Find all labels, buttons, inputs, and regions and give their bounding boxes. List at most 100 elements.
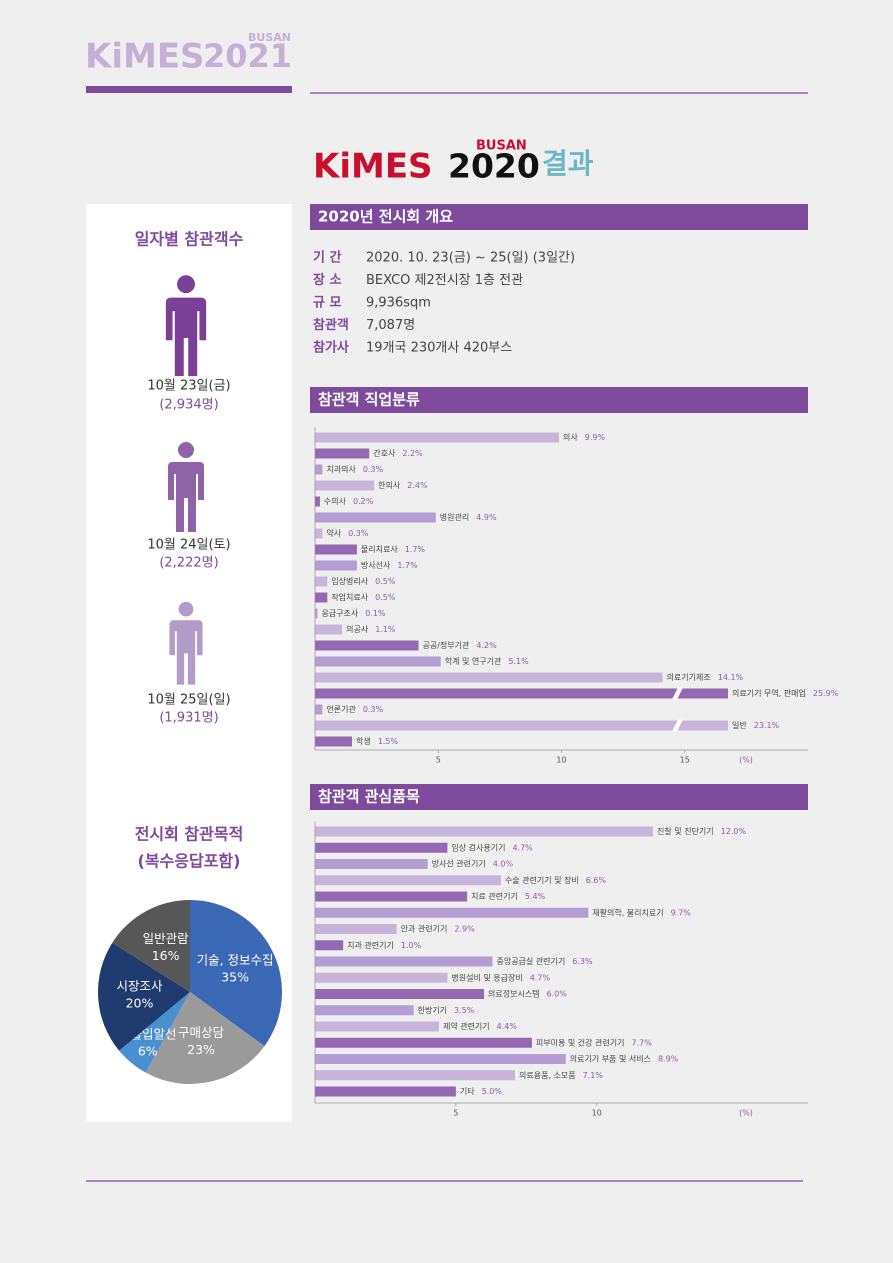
pie-title: 전시회 참관목적 [135,825,244,844]
pie-label: 기술, 정보수집 [197,953,274,968]
bar [315,480,375,491]
axis-break [672,719,683,732]
overview-value: 9,936sqm [366,296,431,311]
bar [315,560,357,571]
title-year: 2020 [448,147,540,186]
bar-category: 재활의학, 물리치료기 [592,907,663,917]
bar-value-label: 0.2% [353,497,374,506]
bar [315,720,728,731]
bar-value-label: 9.9% [585,433,606,442]
overview-value: BEXCO 제2전시장 1층 전관 [366,273,523,288]
axis-unit: (%) [739,1109,753,1118]
bar-value-label: 3.5% [454,1006,475,1015]
bar [315,1070,516,1081]
axis-break [672,687,683,700]
bar-value-label: 4.4% [497,1022,518,1031]
bar-value-label: 2.2% [402,449,423,458]
pie-slice [190,900,283,1047]
bar-category: 응급구조사 [321,609,358,618]
bar-value-label: 9.7% [671,908,692,917]
bar-category: 한방기기 [418,1005,447,1015]
bar-category: 약사 [326,528,341,538]
bar-category: 수술 관련기기 및 장비 [505,875,579,885]
bar [315,592,328,603]
bar-category: 수의사 [324,496,347,506]
bar-category: 의료용품, 소모품 [519,1070,576,1080]
bar-category: 의료정보시스템 [488,989,540,999]
bar [315,640,419,651]
overview-heading: 2020년 전시회 개요 [318,208,453,226]
bar-category: 일반 [732,721,747,730]
chart-title: 참관객 관심품목 [318,788,420,806]
bar-value-label: 1.7% [397,561,418,570]
bar [315,924,397,934]
bar-value-label: 4.7% [512,843,533,852]
bar [315,891,468,902]
overview-value: 7,087명 [366,318,415,333]
chart-title: 참관객 직업분류 [318,391,420,409]
header-city: BUSAN [248,31,291,44]
bar-category: 진찰 및 진단기기 [657,826,714,836]
bar [315,512,436,523]
section-heading-bar [310,204,808,230]
day-count: (2,934명) [159,398,218,413]
header-brand: KiMES [85,37,205,77]
pie-value-label: 16% [152,948,180,963]
overview-label: 참가사 [313,340,349,356]
pie-slice [145,992,265,1084]
bar [315,1086,456,1097]
bar-value-label: 5.1% [508,657,529,666]
section-heading-bar [310,784,808,810]
bar-category: 학생 [356,736,371,746]
bar [315,972,448,983]
bar-category: 의료기기 무역, 판매업 [732,688,806,698]
bar [315,624,343,635]
bar [315,842,448,853]
bar-category: 병원설비 및 응급장비 [451,972,522,982]
day-count: (1,931명) [159,711,218,726]
axis-unit: (%) [739,756,753,765]
bar [315,826,654,837]
bar-value-label: 5.0% [482,1087,503,1096]
bar-value-label: 0.3% [363,705,384,714]
day-date: 10월 25일(일) [147,693,230,708]
bar-category: 치과의사 [326,464,356,474]
bar [315,1005,414,1016]
bar-value-label: 0.5% [375,593,396,602]
bar [315,1054,566,1064]
bar-category: 중앙공급실 관련기기 [496,956,565,966]
bar [315,956,493,967]
bar [315,528,323,539]
bar-category: 의공사 [346,624,369,634]
bar [315,704,323,715]
x-tick-label: 15 [680,756,690,765]
bar-category: 언론기관 [326,704,356,714]
bar-category: 물리치료사 [361,545,398,554]
bar-value-label: 4.0% [493,860,514,869]
bar-value-label: 6.3% [572,957,593,966]
bar [315,736,352,747]
bar [315,576,328,587]
bar [315,672,663,683]
bar-category: 피부미용 및 건강 관련기기 [536,1037,625,1047]
bar [315,608,318,619]
bar-category: 의료기기제조 [667,672,711,682]
pie-slice [97,942,190,1051]
bar-value-label: 2.9% [454,925,475,934]
bar [315,432,560,443]
bar-value-label: 0.3% [363,465,384,474]
bar-category: 간호사 [373,448,396,458]
overview-list: 기 간 2020. 10. 23(금) ~ 25(일) (3일간) 장 소 BEXCO… [313,250,575,356]
bar-category: 한의사 [378,480,401,490]
bar-category: 기타 [460,1087,475,1096]
bar-category: 임상 검사용기기 [451,842,505,852]
bar [315,656,441,667]
bar [315,875,501,886]
header-bar [86,86,292,93]
x-tick-label: 10 [556,756,566,765]
bar-value-label: 0.1% [365,609,386,618]
bar-value-label: 1.5% [378,737,399,746]
interest-chart: 진찰 및 진단기기 12.0% 임상 검사용기기 4.7% 방사선 관련기기 4.0% 수술… [314,821,808,1118]
